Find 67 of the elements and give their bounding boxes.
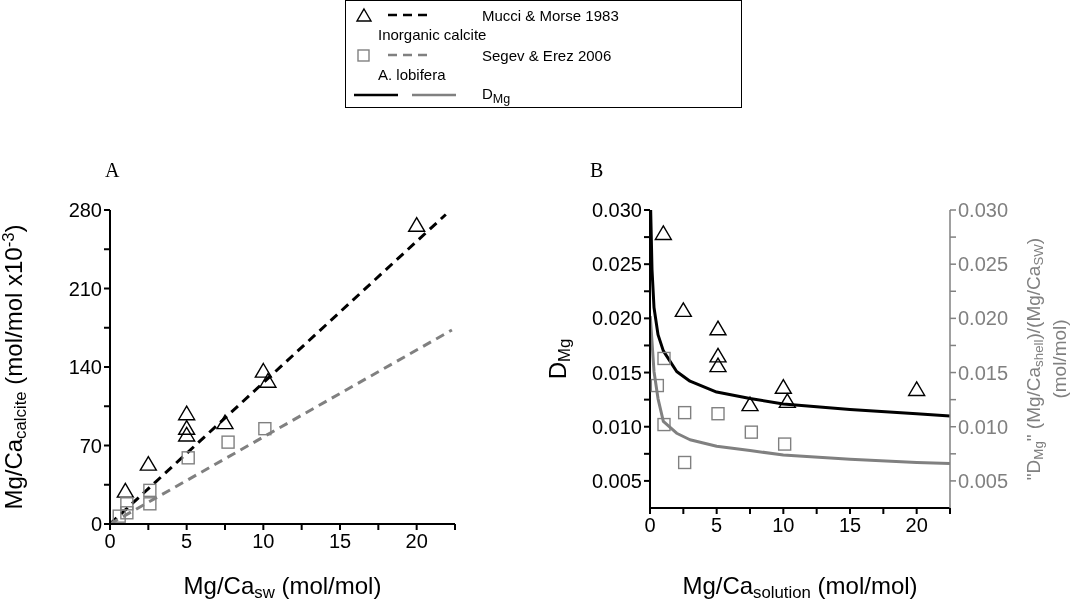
point [657, 351, 671, 366]
y-tick-label: 0.020 [591, 307, 642, 330]
x-tick-label: 0 [104, 530, 116, 553]
y-tick-label: 210 [68, 277, 102, 300]
point [774, 379, 793, 395]
text: Segev & Erez 2006 A. lobifera [378, 46, 612, 83]
point [744, 425, 759, 439]
text: D$_{Mg}$ [482, 84, 511, 106]
point [709, 347, 727, 363]
point [143, 497, 157, 511]
y-tick-label: 0.025 [591, 253, 642, 276]
y2-tick-label: 0.005 [958, 470, 1009, 493]
point [181, 451, 195, 465]
x-tick-label: 15 [838, 514, 862, 537]
point [120, 506, 134, 520]
point [741, 396, 759, 412]
point [221, 435, 235, 449]
x-axis-title: Mg/Ca$_{solution}$ (mol/mol) [682, 572, 918, 603]
x-tick-label: 10 [772, 514, 795, 537]
point [657, 417, 671, 432]
point [677, 405, 692, 420]
chart-title: B [590, 159, 604, 182]
chart-title: A [105, 159, 120, 182]
point [177, 405, 196, 421]
y2-tick-label: 0.015 [958, 361, 1009, 384]
x-tick-label: 20 [405, 530, 428, 553]
x-axis-title: Mg/Ca$_{sw}$ (mol/mol) [183, 572, 382, 603]
y2-tick-label: 0.010 [958, 415, 1009, 438]
point [711, 407, 725, 421]
point [254, 362, 273, 378]
point [407, 217, 426, 232]
point [216, 414, 234, 430]
x-tick-label: 20 [905, 514, 928, 537]
point [674, 302, 693, 318]
x-tick-label: 15 [328, 530, 352, 553]
y-tick-label: 70 [79, 434, 102, 457]
y-tick-label: 0.015 [591, 361, 642, 384]
point [177, 419, 196, 435]
x-tick-label: 5 [711, 514, 723, 537]
x-tick-label: 10 [252, 530, 275, 553]
point [650, 378, 665, 393]
point [112, 509, 126, 523]
y-tick-label: 0.010 [591, 415, 642, 438]
point [778, 393, 797, 409]
point [709, 357, 727, 373]
point [654, 225, 673, 241]
point [709, 320, 727, 336]
point [143, 483, 157, 498]
x-tick-label: 0 [644, 514, 656, 537]
point [177, 426, 196, 442]
y-tick-label: 280 [68, 199, 102, 222]
point [677, 455, 692, 470]
y-tick-label: 0.030 [591, 199, 642, 222]
y2-tick-label: 0.025 [958, 253, 1009, 276]
text: Mucci & Morse 1983 Inorganic calcite [377, 6, 620, 45]
y-tick-label: 0.005 [591, 470, 642, 493]
point [258, 421, 272, 436]
point [907, 381, 926, 397]
point [777, 437, 792, 451]
y2-tick-label: 0.030 [958, 199, 1009, 222]
point [139, 455, 158, 471]
point [120, 497, 134, 511]
x-tick-label: 5 [181, 530, 193, 553]
y-tick-label: 140 [68, 356, 102, 379]
point [259, 372, 277, 388]
point [116, 482, 135, 498]
y2-tick-label: 0.020 [958, 307, 1009, 330]
